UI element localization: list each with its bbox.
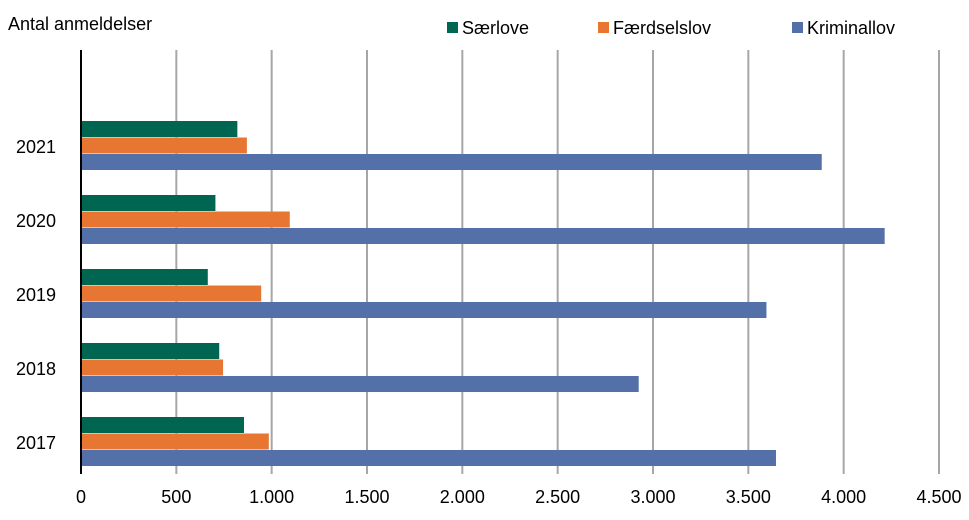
category-label: 2017 (16, 433, 56, 453)
category-label: 2020 (16, 211, 56, 231)
x-tick-label: 1.500 (344, 487, 389, 507)
legend-swatch (598, 22, 609, 33)
bar (81, 450, 776, 466)
bar (81, 433, 269, 450)
bars (81, 121, 885, 466)
x-tick-label: 1.000 (249, 487, 294, 507)
bar (81, 376, 639, 392)
category-label: 2019 (16, 285, 56, 305)
category-label: 2018 (16, 359, 56, 379)
legend-label: Kriminallov (807, 18, 895, 38)
bar (81, 121, 238, 137)
legend-swatch (792, 22, 803, 33)
x-tick-label: 0 (76, 487, 86, 507)
bar (81, 228, 885, 244)
x-tick-labels: 0 500 1.000 1.500 2.000 2.500 3.000 3.500 4.000 4… (76, 487, 962, 507)
bar (81, 359, 224, 376)
y-axis-title: Antal anmeldelser (8, 14, 152, 34)
bar (81, 195, 216, 211)
grid-lines (175, 50, 940, 474)
x-tick-label: 4.500 (916, 487, 961, 507)
x-tick-label: 3.000 (630, 487, 675, 507)
x-tick-label: 2.000 (440, 487, 485, 507)
x-tick-label: 4.000 (821, 487, 866, 507)
category-labels: 2017 2018 2019 2020 2021 (16, 137, 56, 453)
bar (81, 285, 262, 302)
x-tick-label: 2.500 (535, 487, 580, 507)
bar (81, 211, 290, 228)
legend-label: Særlove (462, 18, 529, 38)
x-tick-label: 3.500 (726, 487, 771, 507)
x-tick-label: 500 (161, 487, 191, 507)
bar (81, 343, 220, 359)
bar (81, 137, 247, 154)
bar (81, 302, 767, 318)
legend: Særlove Færdselslov Kriminallov (447, 18, 895, 38)
bar (81, 417, 245, 433)
legend-label: Færdselslov (613, 18, 711, 38)
category-label: 2021 (16, 137, 56, 157)
legend-swatch (447, 22, 458, 33)
bar (81, 154, 822, 170)
bar (81, 269, 208, 285)
